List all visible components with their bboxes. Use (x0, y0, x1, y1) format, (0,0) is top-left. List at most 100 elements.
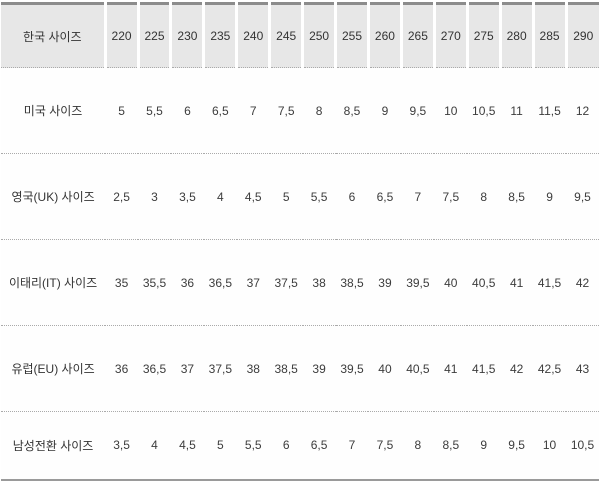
size-value-cell: 40,5 (406, 361, 430, 376)
size-value-cell: 12 (575, 103, 590, 118)
size-value-cell: 260 (366, 3, 402, 68)
size-value-cell: 40,5 (472, 275, 496, 290)
size-value-cell: 7,5 (376, 438, 394, 453)
row-label: 영국(UK) 사이즈 (11, 190, 95, 204)
size-value-cell: 230 (169, 3, 204, 68)
size-value-cell: 8 (315, 103, 323, 118)
size-value-cell: 3,5 (113, 438, 130, 453)
size-value-cell: 37,5 (208, 361, 233, 376)
table-row: 영국(UK) 사이즈 2,5 3 3,5 4 4,5 5 5,5 6 6,5 7 7,5 8 8,5 9 9,… (1, 153, 599, 240)
size-value-cell: 245 (268, 3, 303, 68)
table-row: 이태리(IT) 사이즈 35 35,5 36 36,5 37 37,5 38 38,5 39 39,… (1, 239, 599, 326)
size-value-cell: 270 (432, 3, 468, 68)
size-value-cell: 2,5 (113, 189, 130, 204)
size-value-cell: 6 (282, 438, 290, 453)
size-value-cell: 9 (546, 189, 553, 204)
size-value-cell: 240 (235, 3, 270, 68)
size-value-cell: 38,5 (274, 361, 298, 376)
size-value-cell: 10,5 (472, 103, 496, 118)
size-value-cell: 6 (184, 103, 191, 118)
size-value-cell: 41 (509, 275, 524, 290)
size-value-cell: 6 (348, 189, 356, 204)
table-row: 유럽(EU) 사이즈 36 36,5 37 37,5 38 38,5 39 39,5 40 40,5… (1, 325, 599, 412)
size-value-cell: 8,5 (508, 189, 525, 204)
size-value-cell: 6,5 (211, 103, 229, 118)
size-value-cell: 6,5 (310, 438, 328, 453)
size-value-cell: 7,5 (442, 189, 460, 204)
size-value-cell: 5 (216, 438, 224, 453)
size-value-cell: 38 (246, 361, 260, 376)
size-value-cell: 40 (444, 275, 458, 290)
size-value-cell: 37 (246, 275, 260, 290)
size-value-cell: 38,5 (340, 275, 364, 290)
size-value-cell: 41,5 (537, 275, 562, 290)
size-value-cell: 36,5 (142, 361, 167, 376)
size-value-cell: 250 (301, 3, 336, 68)
size-value-cell: 39 (378, 275, 392, 290)
row-label: 미국 사이즈 (23, 104, 83, 118)
size-value-cell: 290 (564, 3, 599, 68)
size-value-cell: 225 (136, 3, 171, 68)
size-value-cell: 3,5 (179, 189, 196, 204)
size-value-cell: 220 (103, 3, 139, 68)
size-value-cell: 255 (334, 3, 369, 68)
size-value-cell: 39 (312, 361, 326, 376)
size-value-cell: 4,5 (179, 438, 196, 453)
size-value-cell: 42 (509, 361, 524, 376)
row-label: 남성전환 사이즈 (12, 438, 94, 453)
size-value-cell: 36,5 (208, 275, 233, 290)
row-label: 한국 사이즈 (1, 3, 106, 68)
size-value-cell: 5,5 (310, 189, 328, 204)
size-value-cell: 6,5 (376, 189, 394, 204)
size-value-cell: 35,5 (142, 275, 167, 290)
size-value-cell: 7 (348, 438, 356, 453)
size-value-cell: 9 (480, 438, 488, 453)
size-value-cell: 3 (151, 189, 158, 204)
size-value-cell: 5 (282, 189, 290, 204)
size-value-cell: 8,5 (442, 438, 460, 453)
size-value-cell: 43 (575, 361, 590, 376)
table-body: 한국 사이즈 220 225 230 235 240 245 250 255 260 265 270 2… (1, 3, 599, 480)
size-value-cell: 265 (399, 3, 435, 68)
size-value-cell: 275 (465, 3, 501, 68)
size-value-cell: 9,5 (574, 189, 591, 204)
size-value-cell: 37,5 (274, 275, 298, 290)
size-value-cell: 8 (414, 438, 422, 453)
size-value-cell: 11,5 (538, 103, 561, 118)
size-value-cell: 9 (381, 103, 389, 118)
table-row: 남성전환 사이즈 3,5 4 4,5 5 5,5 6 6,5 7 7,5 8 8,5 9 9,5 10 10,… (1, 411, 599, 480)
size-value-cell: 4 (216, 189, 224, 204)
size-conversion-wrapper: 한국 사이즈 220 225 230 235 240 245 250 255 260 265 270 2… (1, 2, 599, 481)
size-conversion-table: 한국 사이즈 220 225 230 235 240 245 250 255 260 265 270 2… (1, 2, 599, 481)
size-value-cell: 9,5 (508, 438, 525, 453)
size-value-cell: 11 (510, 103, 523, 118)
row-label: 유럽(EU) 사이즈 (11, 362, 95, 376)
size-value-cell: 285 (531, 3, 567, 68)
size-value-cell: 7 (249, 103, 257, 118)
size-value-cell: 37 (180, 361, 195, 376)
size-value-cell: 7,5 (277, 103, 295, 118)
size-value-cell: 10 (542, 438, 557, 453)
size-value-cell: 42 (575, 275, 590, 290)
size-value-cell: 39,5 (340, 361, 364, 376)
size-value-cell: 41 (444, 361, 458, 376)
size-value-cell: 8 (480, 189, 488, 204)
size-value-cell: 8,5 (343, 103, 361, 118)
row-label: 이태리(IT) 사이즈 (8, 276, 98, 290)
header-row: 한국 사이즈 220 225 230 235 240 245 250 255 260 265 270 2… (1, 3, 599, 68)
size-value-cell: 41,5 (472, 361, 496, 376)
size-value-cell: 7 (414, 189, 422, 204)
size-value-cell: 36 (180, 275, 195, 290)
size-value-cell: 280 (498, 3, 534, 68)
size-value-cell: 235 (202, 3, 237, 68)
size-value-cell: 38 (312, 275, 326, 290)
size-value-cell: 39,5 (406, 275, 430, 290)
size-value-cell: 42,5 (537, 361, 562, 376)
size-value-cell: 5,5 (244, 438, 262, 453)
table-row: 미국 사이즈 5 5,5 6 6,5 7 7,5 8 8,5 9 9,5 10 10,5 11 11,5 12 (1, 67, 599, 154)
size-value-cell: 35 (114, 275, 129, 290)
size-value-cell: 5,5 (146, 103, 163, 118)
size-value-cell: 40 (378, 361, 392, 376)
size-value-cell: 36 (114, 361, 129, 376)
size-value-cell: 10,5 (570, 438, 595, 453)
